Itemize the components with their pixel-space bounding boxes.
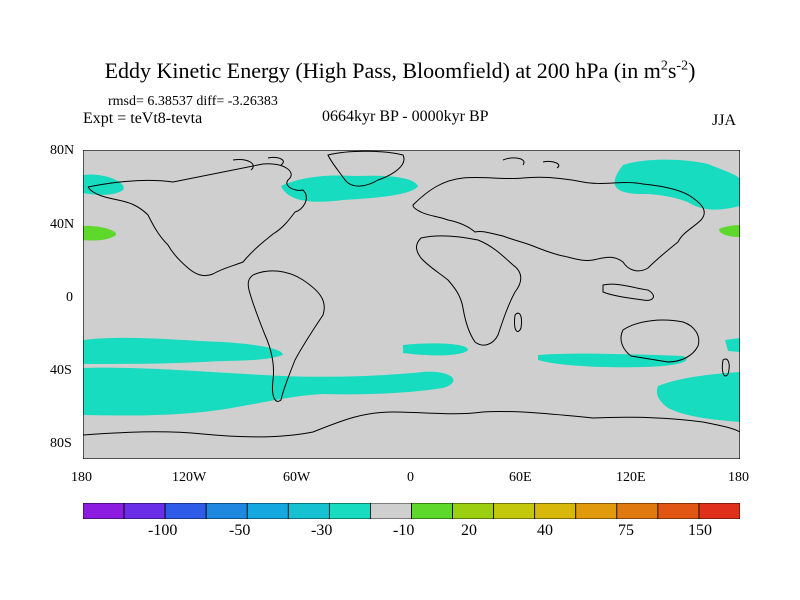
lon-label-60e: 60E <box>509 470 532 485</box>
s-atlantic-band <box>83 367 454 416</box>
experiment-label: Expt = teVt8-tevta <box>83 110 203 127</box>
lon-label-60w: 60W <box>283 470 311 485</box>
colorbar-box-9 <box>452 503 495 519</box>
colorbar-box-8 <box>411 503 453 519</box>
colorbar-label-neg100: -100 <box>148 522 178 539</box>
colorbar-box-4 <box>246 503 289 519</box>
colorbar-label-150: 150 <box>688 522 712 539</box>
indonesia-coast <box>602 283 654 301</box>
colorbar-label-neg50: -50 <box>229 522 251 539</box>
colorbar-box-0 <box>83 503 125 519</box>
s-indian-small <box>725 338 740 352</box>
period-label: 0664kyr BP - 0000kyr BP <box>322 108 489 125</box>
colorbar-label-75: 75 <box>618 522 634 539</box>
lon-label-180w: 180 <box>71 470 92 485</box>
north-america-coast <box>87 163 307 277</box>
europe-coast <box>412 176 705 272</box>
s-pacific-anomaly <box>83 337 283 364</box>
green-patch-east <box>719 225 740 237</box>
australia-coast <box>620 319 700 363</box>
cyan-regions <box>83 159 740 422</box>
lat-label-40s: 40S <box>50 363 72 378</box>
lat-label-80s: 80S <box>50 436 72 451</box>
arctic-islands <box>232 157 560 171</box>
lon-label-120w: 120W <box>172 470 207 485</box>
colorbar-box-3 <box>205 503 248 519</box>
madagascar-coast <box>514 312 522 332</box>
colorbar-box-13 <box>616 503 659 519</box>
n-pacific-east-anomaly <box>614 159 740 210</box>
africa-coast <box>416 235 522 346</box>
colorbar-box-5 <box>287 503 330 519</box>
new-zealand-coast <box>721 358 730 377</box>
lat-label-eq: 0 <box>66 290 73 305</box>
green-patch-west <box>83 225 117 241</box>
colorbar-label-neg30: -30 <box>311 522 333 539</box>
colorbar-box-10 <box>493 503 536 519</box>
south-america-coast <box>247 270 325 402</box>
colorbar-label-20: 20 <box>461 522 477 539</box>
s-atlantic-patch <box>403 343 468 356</box>
lon-label-180e: 180 <box>728 470 749 485</box>
stats-text: rmsd= 6.38537 diff= -3.26383 <box>108 94 278 109</box>
chart-title: Eddy Kinetic Energy (High Pass, Bloomfie… <box>104 58 696 83</box>
sw-pacific-anomaly <box>656 372 740 422</box>
colorbar-box-1 <box>123 503 166 519</box>
n-atlantic-anomaly <box>281 175 418 202</box>
colorbar-box-6 <box>328 503 371 519</box>
lat-label-40n: 40N <box>50 217 75 232</box>
colorbar-box-7 <box>370 503 412 519</box>
lon-label-120e: 120E <box>616 470 646 485</box>
s-indian-anomaly <box>538 353 687 368</box>
coastlines <box>83 150 740 438</box>
greenland-coast <box>327 150 405 187</box>
season-label: JJA <box>712 112 737 129</box>
colorbar-label-neg10: -10 <box>393 522 415 539</box>
lon-label-0: 0 <box>407 470 414 485</box>
colorbar-box-12 <box>575 503 618 519</box>
colorbar <box>83 503 740 519</box>
antarctica-coast <box>83 410 740 438</box>
green-regions <box>83 225 740 241</box>
colorbar-box-14 <box>657 503 700 519</box>
eke-map <box>83 150 740 459</box>
colorbar-box-2 <box>164 503 207 519</box>
colorbar-box-11 <box>534 503 577 519</box>
lat-label-80n: 80N <box>50 143 75 158</box>
colorbar-label-40: 40 <box>537 522 553 539</box>
colorbar-box-15 <box>698 503 740 519</box>
